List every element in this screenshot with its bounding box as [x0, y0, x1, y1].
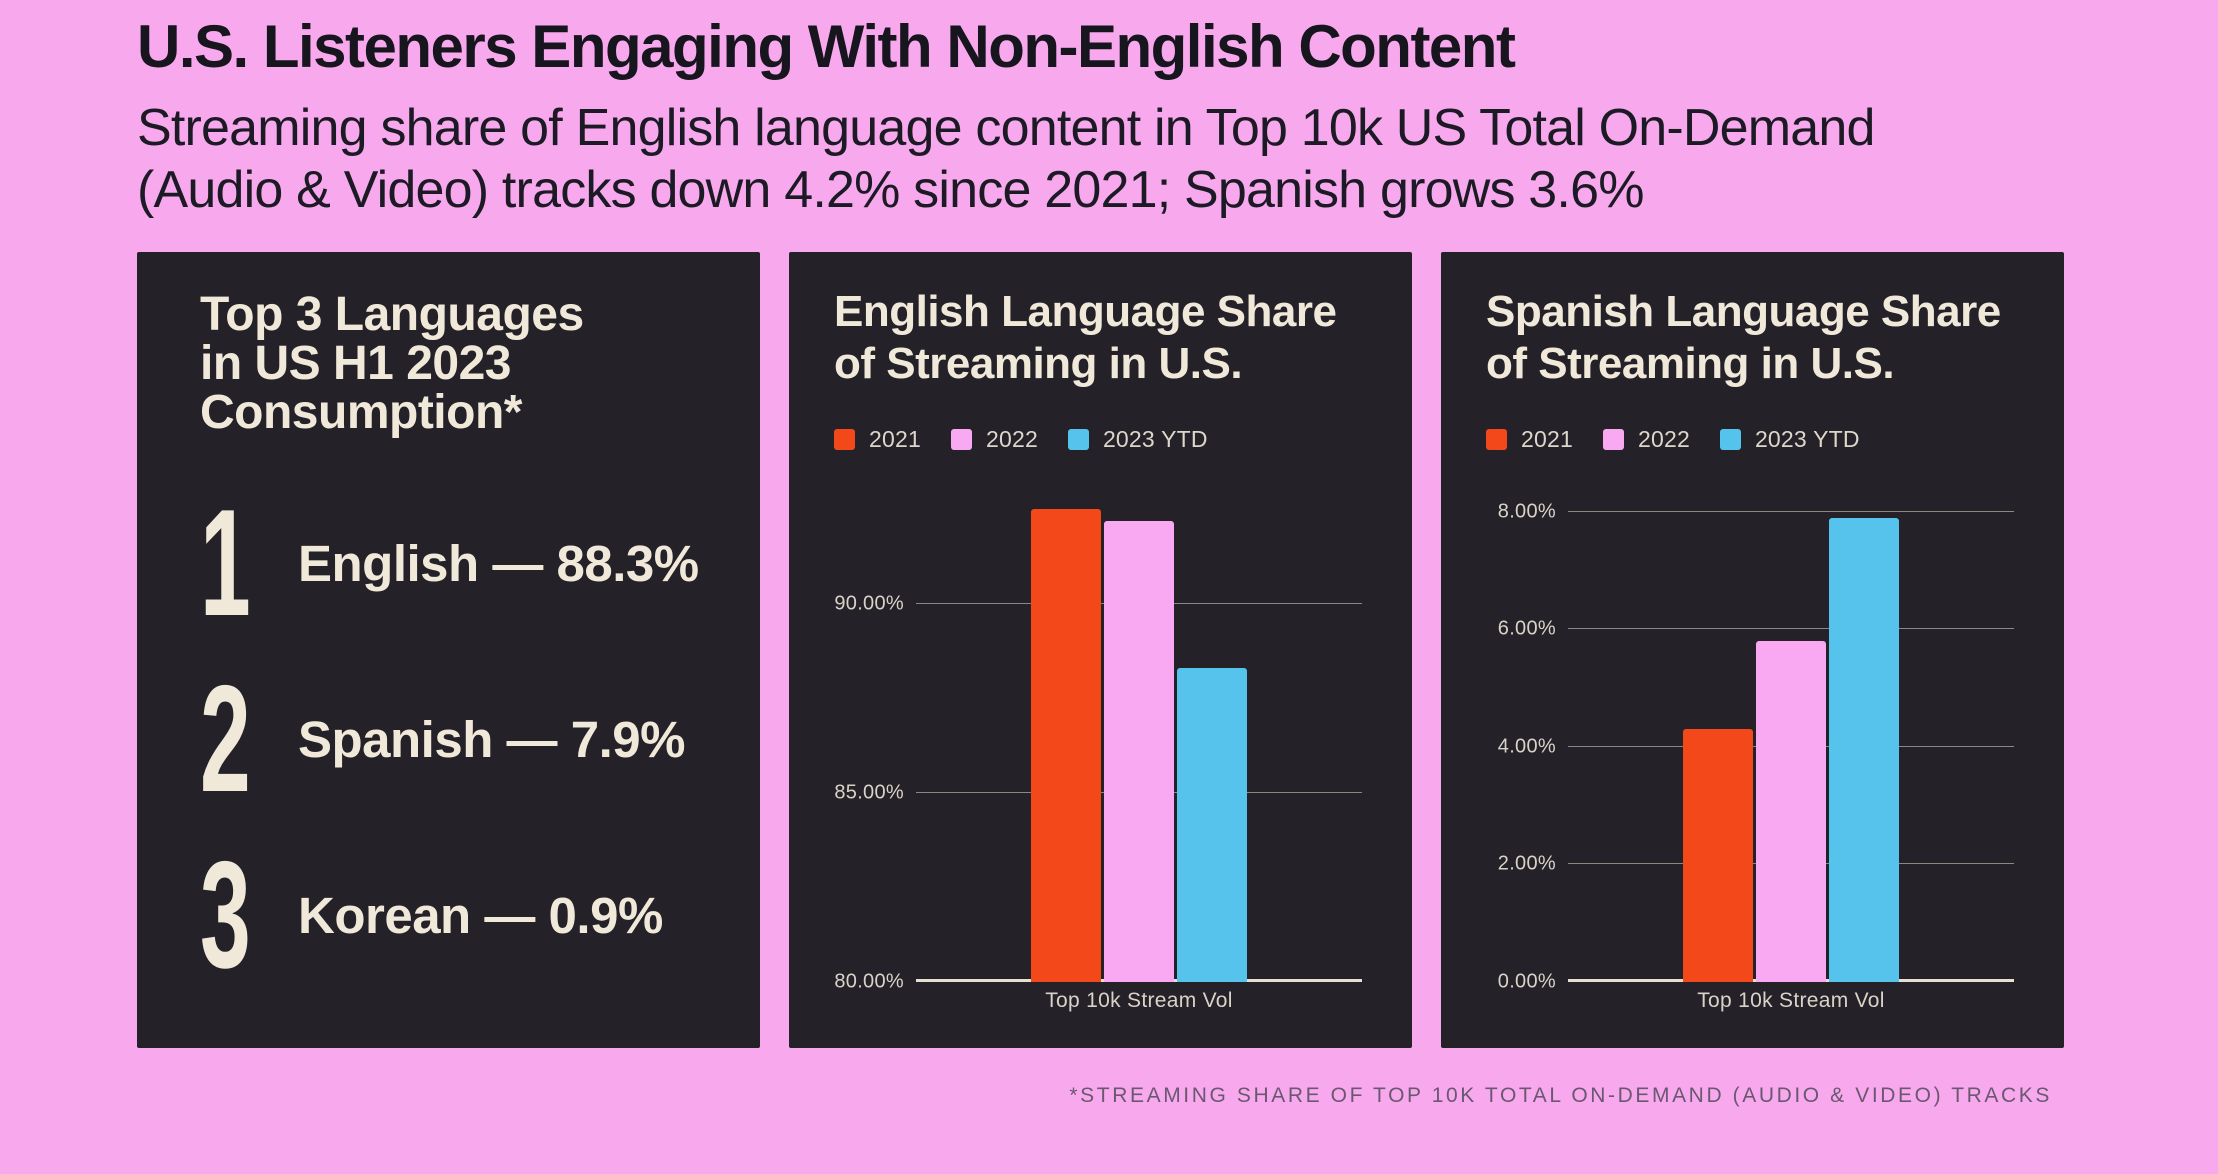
legend-label: 2022	[985, 426, 1038, 452]
chart-area: 80.00% 85.00% 90.00% Top 10k Stream Vol	[834, 500, 1362, 1013]
page-subtitle: Streaming share of English language cont…	[137, 99, 1875, 219]
ranking-item: 1 English — 88.3%	[200, 475, 720, 651]
y-tick-label: 6.00%	[1497, 617, 1556, 640]
legend-label: 2021	[1521, 426, 1573, 452]
english-share-chart-panel: English Language Share of Streaming in U…	[789, 252, 1412, 1048]
legend-swatch-2021	[1486, 429, 1507, 450]
top-languages-panel: Top 3 Languages in US H1 2023 Consumptio…	[137, 252, 760, 1048]
rank-number: 1	[200, 477, 251, 648]
page-header: U.S. Listeners Engaging With Non-English…	[137, 12, 2064, 221]
legend-item: 2021	[834, 426, 921, 453]
chart-plot: 0.00% 2.00% 4.00% 6.00% 8.00%	[1498, 500, 2014, 993]
legend-item: 2021	[1486, 426, 1573, 453]
legend-swatch-2022	[1602, 429, 1624, 450]
chart-area: 0.00% 2.00% 4.00% 6.00% 8.00% Top 10k Stream…	[1498, 500, 2014, 1013]
panels-row: Top 3 Languages in US H1 2023 Consumptio…	[137, 252, 2064, 1048]
y-tick-label: 8.00%	[1497, 500, 1556, 523]
chart-legend: 2021 2022 2023 YTD	[1486, 426, 2014, 453]
legend-swatch-2021	[834, 429, 855, 450]
legend-item: 2023 YTD	[1719, 426, 1860, 453]
chart-plot: 80.00% 85.00% 90.00%	[834, 500, 1362, 993]
rank-label: Korean — 0.9%	[298, 886, 663, 944]
x-axis-label: Top 10k Stream Vol	[1697, 989, 1885, 1012]
ranking-item: 2 Spanish — 7.9%	[200, 651, 720, 827]
bar-2022	[1756, 641, 1826, 982]
bar-group	[1568, 500, 2014, 982]
legend-swatch-2023-ytd	[1067, 429, 1089, 450]
legend-label: 2021	[869, 426, 921, 452]
legend-item: 2023 YTD	[1067, 426, 1208, 453]
y-tick-label: 2.00%	[1497, 852, 1556, 875]
legend-swatch-2023-ytd	[1719, 429, 1741, 450]
bar-2021	[1683, 729, 1753, 982]
page-title: U.S. Listeners Engaging With Non-English…	[137, 13, 1516, 80]
x-axis-label: Top 10k Stream Vol	[1045, 989, 1233, 1012]
legend-label: 2023 YTD	[1102, 426, 1208, 452]
legend-swatch-2022	[950, 429, 972, 450]
ranking-list: 1 English — 88.3% 2 Spanish — 7.9% 3 Korean —…	[200, 475, 720, 1003]
page-footer: *STREAMING SHARE OF TOP 10K TOTAL ON-DEM…	[137, 1084, 2064, 1108]
bar-2022	[1104, 520, 1174, 982]
y-tick-label: 90.00%	[834, 592, 904, 615]
y-tick-label: 85.00%	[834, 781, 904, 804]
chart-title: English Language Share of Streaming in U…	[834, 287, 1337, 388]
footnote: *STREAMING SHARE OF TOP 10K TOTAL ON-DEM…	[1069, 1084, 2052, 1107]
bar-2023-ytd	[1177, 668, 1247, 982]
ranking-title: Top 3 Languages in US H1 2023 Consumptio…	[200, 288, 584, 439]
legend-label: 2022	[1637, 426, 1690, 452]
gridline	[1568, 510, 2014, 512]
chart-title: Spanish Language Share of Streaming in U…	[1486, 287, 2001, 388]
y-tick-label: 4.00%	[1497, 735, 1556, 758]
legend-label: 2023 YTD	[1754, 426, 1860, 452]
y-tick-label: 80.00%	[834, 970, 904, 993]
bar-2021	[1031, 509, 1101, 982]
chart-legend: 2021 2022 2023 YTD	[834, 426, 1362, 453]
ranking-item: 3 Korean — 0.9%	[200, 827, 720, 1003]
legend-item: 2022	[1602, 426, 1690, 453]
legend-item: 2022	[950, 426, 1038, 453]
rank-number: 2	[200, 653, 251, 824]
y-tick-label: 0.00%	[1497, 970, 1556, 993]
gridline	[1568, 628, 2014, 630]
bar-group	[916, 500, 1362, 982]
rank-number: 3	[200, 829, 251, 1000]
bar-2023-ytd	[1829, 517, 1899, 982]
spanish-share-chart-panel: Spanish Language Share of Streaming in U…	[1441, 252, 2064, 1048]
rank-label: Spanish — 7.9%	[298, 710, 685, 768]
rank-label: English — 88.3%	[298, 534, 699, 592]
